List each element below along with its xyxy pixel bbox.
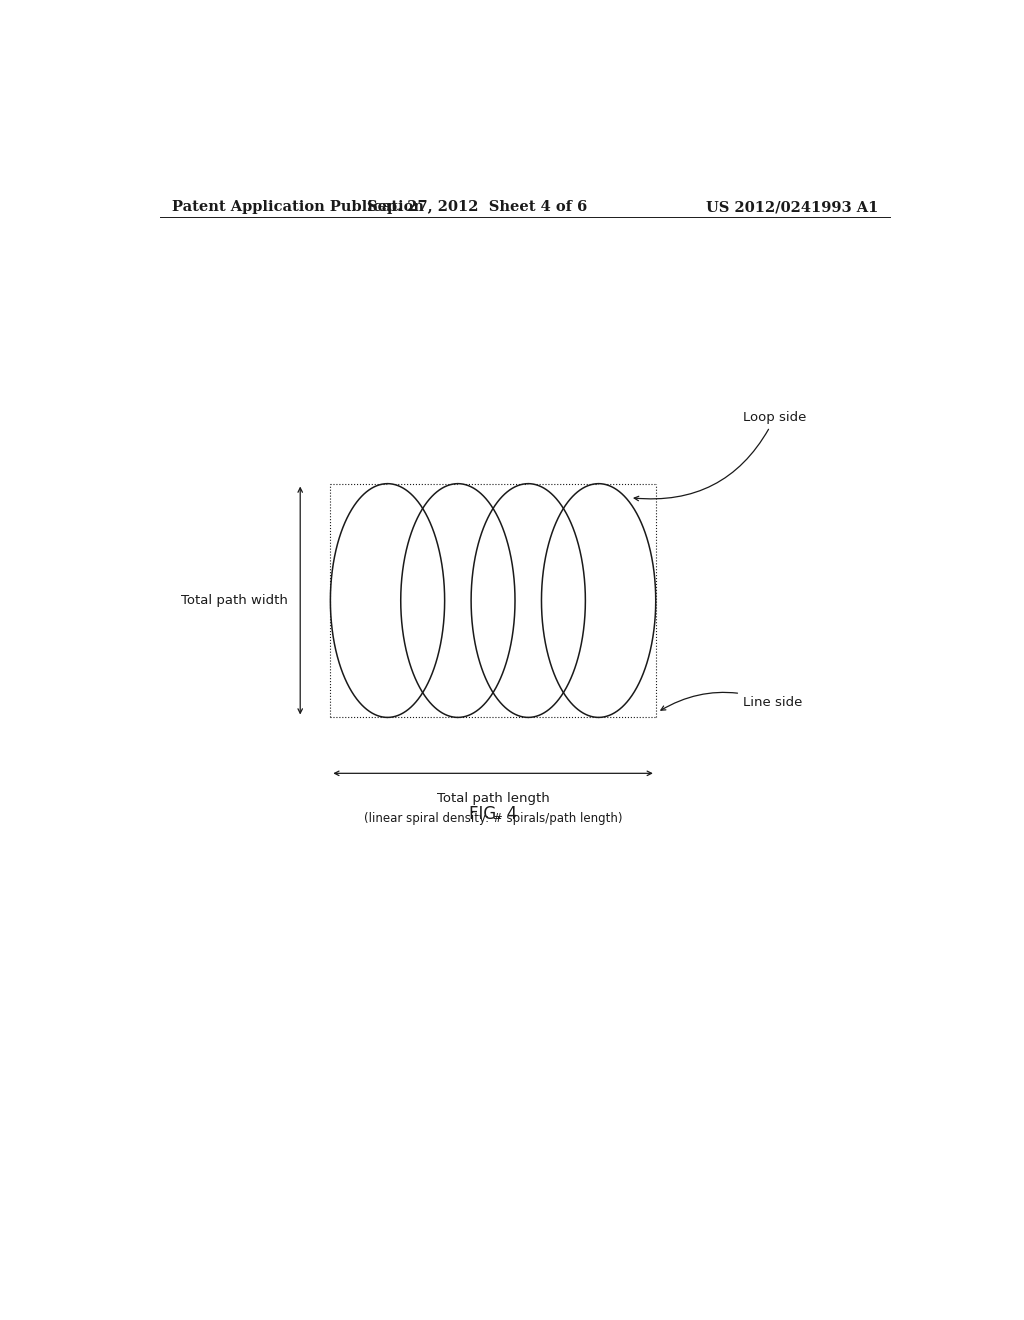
- Polygon shape: [387, 483, 444, 718]
- Text: Loop side: Loop side: [634, 411, 807, 500]
- Text: FIG. 4: FIG. 4: [469, 805, 517, 822]
- Polygon shape: [458, 483, 515, 718]
- Text: Total path width: Total path width: [181, 594, 289, 607]
- Text: Sep. 27, 2012  Sheet 4 of 6: Sep. 27, 2012 Sheet 4 of 6: [367, 201, 588, 214]
- Polygon shape: [599, 483, 655, 718]
- Text: Patent Application Publication: Patent Application Publication: [172, 201, 424, 214]
- Polygon shape: [528, 483, 586, 718]
- Text: Total path length: Total path length: [436, 792, 550, 805]
- Text: Line side: Line side: [660, 693, 803, 710]
- Text: US 2012/0241993 A1: US 2012/0241993 A1: [706, 201, 878, 214]
- Text: (linear spiral density: # spirals/path length): (linear spiral density: # spirals/path l…: [364, 812, 623, 825]
